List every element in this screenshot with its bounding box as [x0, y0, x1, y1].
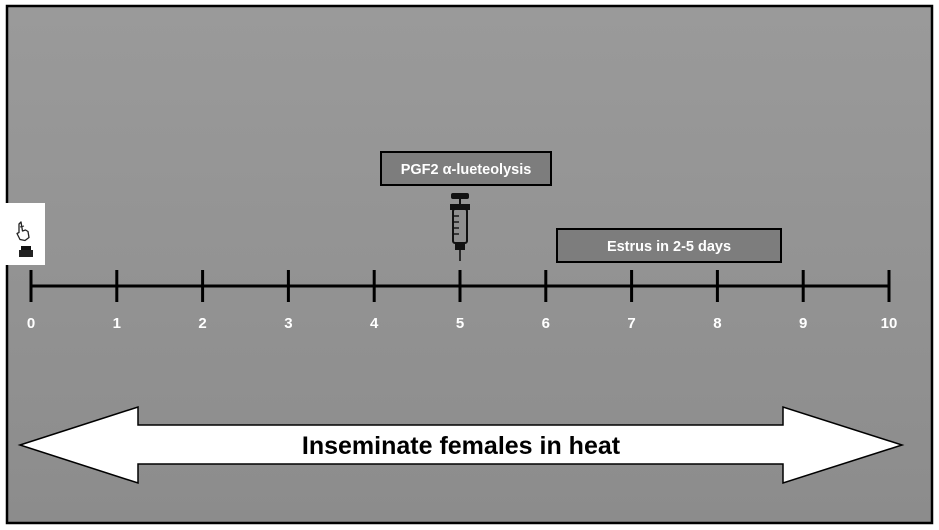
- timeline-tick-label: 3: [284, 315, 292, 332]
- syringe-icon: [450, 193, 470, 261]
- timeline-tick-label: 0: [27, 315, 35, 332]
- timeline-tick-label: 1: [113, 315, 121, 332]
- timeline-tick-label: 10: [881, 315, 898, 332]
- timeline-tick-label: 9: [799, 315, 807, 332]
- timeline-tick-label: 4: [370, 315, 379, 332]
- timeline-tick-label: 2: [198, 315, 206, 332]
- timeline-axis: 0 1 2 3 4 5 6 7 8 9 10: [27, 270, 898, 332]
- estrus-label-box: Estrus in 2-5 days: [556, 228, 782, 263]
- implant-device-icon: [0, 203, 45, 265]
- timeline-tick-label: 6: [542, 315, 550, 332]
- banner-label: Inseminate females in heat: [302, 432, 621, 460]
- timeline-tick-label: 5: [456, 315, 464, 332]
- pgf2-label-box: PGF2 α-lueteolysis: [380, 151, 552, 186]
- insemination-banner: Inseminate females in heat: [17, 405, 905, 485]
- double-arrow-shape: [17, 405, 905, 485]
- timeline-tick-label: 8: [713, 315, 721, 332]
- pgf2-label: PGF2 α-lueteolysis: [401, 162, 532, 178]
- estrus-label: Estrus in 2-5 days: [607, 239, 731, 255]
- timeline-tick-label: 7: [627, 315, 635, 332]
